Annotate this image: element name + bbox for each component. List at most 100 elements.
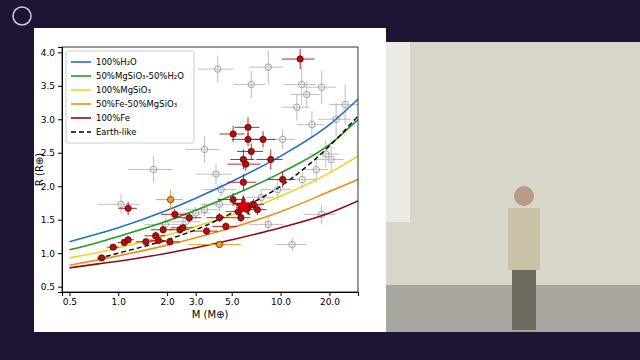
scatter-point — [216, 214, 222, 220]
y-axis-title: R (R⊕) — [34, 153, 45, 186]
scatter-point — [230, 131, 236, 137]
scatter-point — [299, 81, 305, 87]
x-error-bar — [188, 244, 241, 245]
x-tick-label: 1.0 — [112, 297, 127, 307]
x-tick: 2.0 — [160, 292, 175, 307]
x-error-bar — [304, 87, 336, 88]
scatter-point — [215, 66, 221, 72]
x-axis-line — [63, 293, 359, 297]
y-tick: 0.5 — [41, 282, 62, 292]
legend-label: 50%Fe-50%MgSiO₃ — [96, 99, 177, 109]
y-tick-mark — [58, 253, 62, 254]
scatter-point — [172, 211, 178, 217]
scatter-point — [265, 221, 271, 227]
legend-label: 100%Fe — [96, 113, 130, 123]
logo-icon — [13, 7, 31, 25]
scatter-point — [313, 166, 319, 172]
legend-swatch — [71, 61, 91, 63]
x-error-bar — [246, 197, 274, 198]
scatter-point — [150, 166, 156, 172]
scatter-point — [318, 84, 324, 90]
x-tick: 5.0 — [225, 292, 240, 307]
scatter-point — [98, 255, 104, 261]
room-photo — [385, 42, 640, 332]
scatter-point — [294, 104, 300, 110]
scatter-point — [238, 214, 244, 220]
scatter-series — [233, 196, 253, 215]
x-tick: 1.0 — [112, 292, 127, 307]
scatter-point — [213, 171, 219, 177]
x-tick: 3.0 — [189, 292, 204, 307]
y-tick-label: 1.5 — [41, 215, 55, 225]
frame-svg: 0.51.02.03.05.010.020.00.51.01.52.02.53.… — [0, 0, 640, 360]
scatter-point — [265, 64, 271, 70]
y-axis-line — [58, 48, 63, 293]
scatter-point — [268, 156, 274, 162]
legend-swatch — [71, 75, 91, 77]
scatter-point — [248, 148, 254, 154]
speaker-head — [514, 186, 534, 206]
x-error-bar — [200, 204, 234, 205]
legend-label: 50%MgSiO₃-50%H₂O — [96, 71, 184, 81]
speaker-body — [508, 208, 540, 270]
x-tick-mark — [196, 292, 197, 296]
scatter-point — [186, 214, 192, 220]
series-line — [69, 156, 358, 258]
y-tick-mark — [58, 220, 62, 221]
scatter-point — [167, 239, 173, 245]
scatter-series — [156, 190, 241, 248]
x-tick-mark — [232, 292, 233, 296]
x-tick-mark — [167, 292, 168, 296]
legend-label: 100%H₂O — [96, 57, 137, 67]
y-tick-label: 1.0 — [41, 249, 56, 259]
y-tick: 1.5 — [41, 215, 62, 225]
y-tick-mark — [58, 153, 62, 154]
scatter-point — [143, 239, 149, 245]
x-error-bar — [281, 107, 309, 108]
x-error-bar — [186, 149, 220, 150]
y-tick: 4.0 — [41, 48, 62, 58]
scatter-point — [279, 136, 285, 142]
x-tick-mark — [329, 292, 330, 296]
x-error-bar — [198, 69, 233, 70]
x-axis: 0.51.02.03.05.010.020.0 — [63, 292, 359, 307]
scatter-point — [230, 196, 236, 202]
scatter-point — [309, 121, 315, 127]
legend-swatch — [71, 103, 91, 105]
y-tick-label: 3.5 — [41, 81, 55, 91]
legend-swatch — [71, 89, 91, 91]
legend-label: 100%MgSiO₃ — [96, 85, 151, 95]
background — [0, 0, 640, 360]
x-error-bar — [297, 124, 324, 125]
legend: 100%H₂O 50%MgSiO₃-50%H₂O 100%MgSiO₃ 50%Fe-5… — [66, 51, 194, 143]
x-tick-label: 2.0 — [160, 297, 175, 307]
x-error-bar — [284, 84, 316, 85]
scatter-point — [233, 196, 253, 215]
x-tick-label: 0.5 — [63, 297, 77, 307]
y-tick-mark — [58, 86, 62, 87]
y-tick-label: 0.5 — [41, 282, 55, 292]
scatter-point — [125, 205, 131, 211]
scatter-point — [248, 81, 254, 87]
y-tick: 1.0 — [41, 249, 62, 259]
x-tick: 10.0 — [271, 292, 291, 307]
legend-swatch — [71, 117, 91, 119]
x-tick-label: 5.0 — [225, 297, 240, 307]
x-error-bar — [144, 224, 181, 225]
y-tick-mark — [58, 52, 62, 53]
y-tick-label: 4.0 — [41, 48, 56, 58]
y-tick-mark — [58, 119, 62, 120]
scatter-point — [304, 91, 310, 97]
y-tick-mark — [58, 287, 62, 288]
plot-frame — [62, 47, 358, 292]
y-tick-label: 3.0 — [41, 115, 56, 125]
legend-swatch — [71, 131, 91, 133]
x-tick-mark — [281, 292, 282, 296]
scatter-point — [299, 176, 305, 182]
scatter-point — [223, 223, 229, 229]
x-error-bar — [196, 174, 232, 175]
scatter-point — [260, 136, 266, 142]
x-error-bar — [233, 84, 266, 85]
x-error-bar — [167, 221, 200, 222]
x-axis-title: M (M⊕) — [192, 309, 229, 320]
